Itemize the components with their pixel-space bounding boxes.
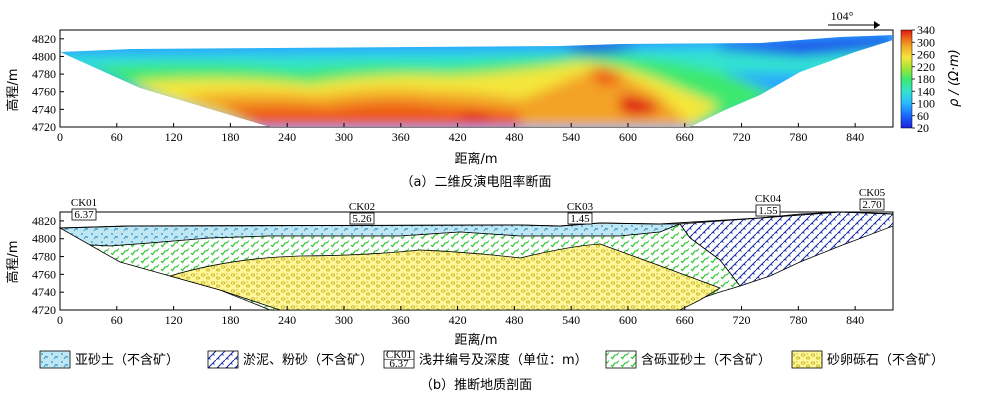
panel-a-caption: （a）二维反演电阻率断面: [401, 174, 552, 190]
x-tick-label: 60: [111, 313, 123, 327]
borehole-depth: 1.45: [570, 213, 590, 225]
legend-swatch-gravelly-sand: [605, 350, 637, 369]
x-tick-label: 600: [619, 313, 637, 327]
x-tick-label: 720: [733, 313, 751, 327]
direction-label: 104°: [831, 9, 854, 23]
borehole-id: CK05: [859, 187, 886, 199]
legend-label-mud-silt: 淤泥、粉砂（不含矿）: [243, 352, 373, 368]
x-tick-label: 420: [449, 130, 467, 144]
legend-borehole-sample-depth: 6.37: [389, 358, 409, 370]
y-tick-label: 4720: [32, 303, 56, 317]
legend-label-borehole: 浅井编号及深度（单位：m）: [419, 352, 588, 368]
legend-borehole-sample-id: CK01: [386, 349, 412, 361]
x-tick-label: 360: [392, 130, 410, 144]
x-tick-label: 120: [165, 130, 183, 144]
colorbar-tick-label: 140: [917, 84, 935, 98]
panel-a-axes: 0 60 120 180 240 300 360 420 480 540 600 660 720 780 8…: [32, 32, 864, 144]
y-tick-label: 4800: [32, 232, 56, 246]
legend-label-gravelly-sand: 含砾亚砂土（不含矿）: [641, 352, 771, 368]
x-tick-label: 300: [335, 130, 353, 144]
panel-b-axes: 0 60 120 180 240 300 360 420 480 540 600 660 720 780 8…: [32, 214, 864, 327]
colorbar-tick-label: 180: [917, 72, 935, 86]
y-tick-label: 4820: [32, 214, 56, 228]
panel-a-x-axis-label: 距离/m: [454, 151, 497, 167]
borehole-depth: 1.55: [758, 205, 778, 217]
x-tick-label: 180: [221, 130, 239, 144]
x-tick-label: 840: [846, 130, 864, 144]
direction-arrow-head: [874, 21, 880, 29]
panel-b: CK016.37CK025.26CK031.45CK041.55CK052.70…: [5, 187, 944, 393]
unit-sand-gravel: [168, 243, 721, 311]
panel-b-caption: （b）推断地质剖面: [420, 378, 532, 393]
borehole-depth: 6.37: [74, 209, 94, 221]
x-tick-label: 300: [335, 313, 353, 327]
x-tick-label: 540: [562, 313, 580, 327]
borehole-id: CK01: [71, 197, 97, 209]
legend-swatch-mud-silt: [207, 350, 239, 369]
colorbar-tick-label: 100: [917, 97, 935, 111]
x-tick-label: 540: [562, 130, 580, 144]
x-tick-label: 720: [733, 130, 751, 144]
y-tick-label: 4820: [32, 32, 56, 46]
x-tick-label: 660: [676, 130, 694, 144]
colorbar-tick-label: 340: [917, 23, 935, 37]
colorbar-title: ρ / (Ω·m): [947, 49, 962, 107]
borehole-box: [349, 212, 375, 225]
x-tick-label: 840: [846, 313, 864, 327]
x-tick-label: 120: [165, 313, 183, 327]
x-tick-label: 780: [789, 313, 807, 327]
borehole-box: [755, 204, 781, 217]
panel-b-x-axis-label: 距离/m: [454, 332, 497, 348]
borehole-box: [567, 212, 593, 225]
borehole-box: [71, 208, 97, 221]
legend-swatch-silty-sand: [39, 350, 71, 369]
x-tick-label: 660: [676, 313, 694, 327]
legend-swatch-sand-gravel: [791, 350, 823, 369]
legend: 亚砂土（不含矿） 淤泥、粉砂（不含矿） CK01 6.37 浅井编号及深度（单位…: [39, 349, 944, 370]
surface-line: [59, 211, 894, 229]
y-tick-label: 4720: [32, 120, 56, 134]
panel-b-y-axis-label: 高程/m: [5, 240, 21, 283]
colorbar-tick-label: 20: [917, 121, 929, 135]
y-tick-label: 4800: [32, 49, 56, 63]
y-tick-label: 4780: [32, 67, 56, 81]
borehole-id: CK04: [755, 193, 782, 205]
y-tick-label: 4760: [32, 267, 56, 281]
x-tick-label: 600: [619, 130, 637, 144]
panel-a-y-axis-label: 高程/m: [5, 68, 21, 111]
borehole-id: CK03: [567, 201, 594, 213]
borehole-id: CK02: [349, 201, 375, 213]
x-tick-label: 180: [221, 313, 239, 327]
x-tick-label: 0: [57, 313, 63, 327]
x-tick-label: 240: [278, 313, 296, 327]
x-tick-label: 480: [505, 313, 523, 327]
borehole-depth: 5.26: [352, 213, 372, 225]
geologic-section: [58, 211, 894, 311]
colorbar-tick-label: 260: [917, 48, 935, 62]
legend-label-sand-gravel: 砂卵砾石（不含矿）: [827, 352, 944, 368]
x-tick-label: 0: [57, 130, 63, 144]
x-tick-label: 420: [449, 313, 467, 327]
colorbar: [900, 29, 913, 129]
x-tick-label: 60: [111, 130, 123, 144]
colorbar-tick-label: 220: [917, 60, 935, 74]
y-tick-label: 4740: [32, 102, 56, 116]
panel-a: 104° 0 60 120 180 240 300 360 420 480 540 600 660 72…: [5, 9, 962, 190]
colorbar-tick-label: 60: [917, 109, 929, 123]
x-tick-label: 360: [392, 313, 410, 327]
x-tick-label: 240: [278, 130, 296, 144]
borehole-box: [859, 198, 885, 211]
colorbar-tick-label: 300: [917, 35, 935, 49]
y-tick-label: 4760: [32, 85, 56, 99]
y-tick-label: 4780: [32, 250, 56, 264]
x-tick-label: 780: [789, 130, 807, 144]
x-tick-label: 480: [505, 130, 523, 144]
legend-label-silty-sand: 亚砂土（不含矿）: [75, 352, 179, 368]
y-tick-label: 4740: [32, 285, 56, 299]
borehole-depth: 2.70: [862, 199, 882, 211]
